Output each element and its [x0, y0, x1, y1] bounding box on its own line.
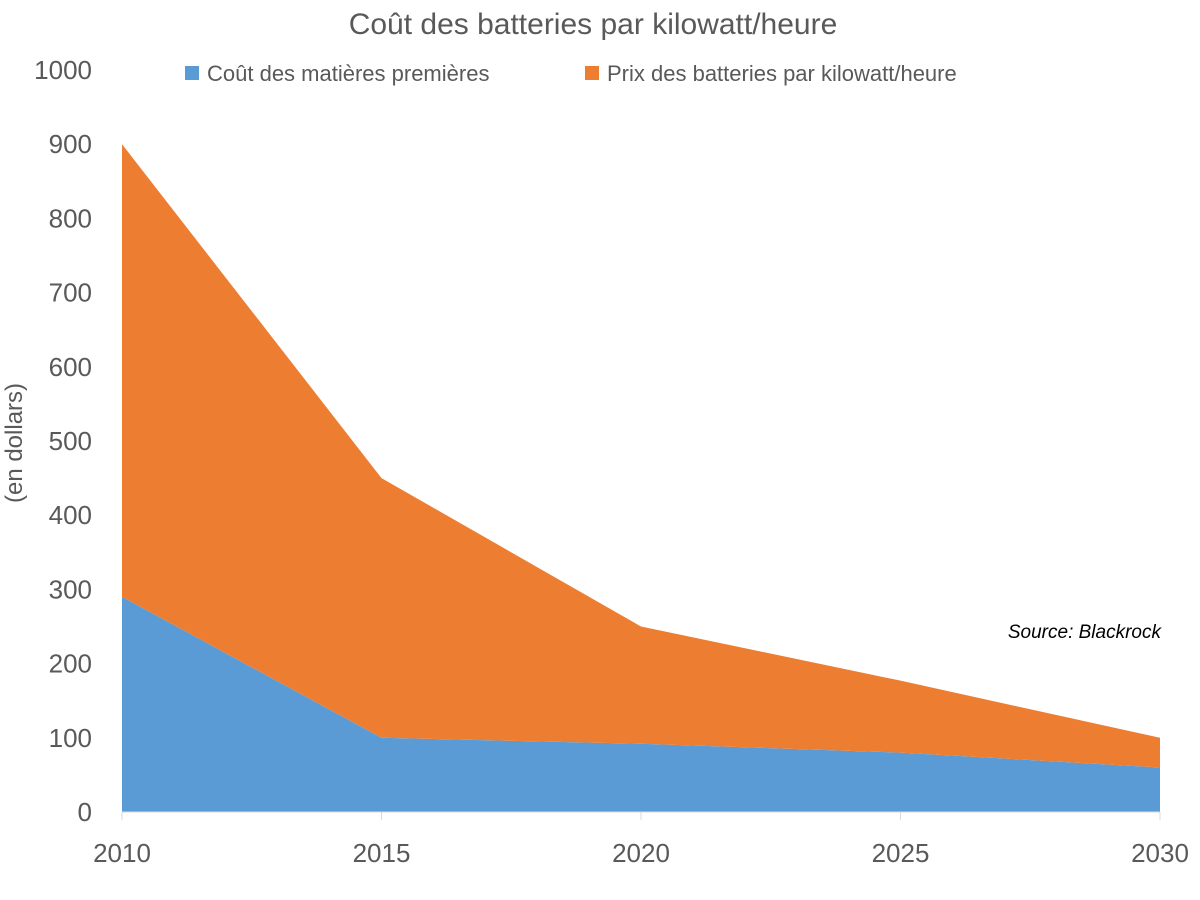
y-tick-label: 800 — [49, 203, 92, 233]
plot-areas — [122, 144, 1160, 812]
legend-label-raw-materials: Coût des matières premières — [207, 61, 489, 86]
y-tick-label: 300 — [49, 574, 92, 604]
y-tick-label: 1000 — [34, 55, 92, 85]
y-tick-label: 0 — [78, 797, 92, 827]
y-axis-ticks: 0 100 200 300 400 500 600 700 800 900 1000 — [34, 55, 92, 827]
x-tick-label: 2015 — [353, 838, 411, 868]
area-raw-materials — [122, 596, 1160, 812]
y-tick-label: 400 — [49, 500, 92, 530]
legend: Coût des matières premières Prix des bat… — [185, 61, 957, 86]
x-tick-label: 2030 — [1131, 838, 1189, 868]
y-tick-label: 200 — [49, 649, 92, 679]
x-axis-ticks: 2010 2015 2020 2025 2030 — [93, 812, 1189, 868]
y-tick-label: 100 — [49, 723, 92, 753]
y-axis-label: (en dollars) — [1, 383, 28, 503]
y-tick-label: 900 — [49, 129, 92, 159]
legend-swatch-raw-materials — [185, 66, 199, 80]
chart-title: Coût des batteries par kilowatt/heure — [349, 8, 838, 41]
x-tick-label: 2025 — [872, 838, 930, 868]
area-battery-price — [122, 144, 1160, 768]
x-tick-label: 2010 — [93, 838, 151, 868]
x-tick-label: 2020 — [612, 838, 670, 868]
legend-swatch-battery-price — [585, 66, 599, 80]
y-tick-label: 700 — [49, 278, 92, 308]
source-annotation: Source: Blackrock — [1008, 622, 1163, 643]
y-tick-label: 600 — [49, 352, 92, 382]
legend-label-battery-price: Prix des batteries par kilowatt/heure — [607, 61, 957, 86]
y-tick-label: 500 — [49, 426, 92, 456]
